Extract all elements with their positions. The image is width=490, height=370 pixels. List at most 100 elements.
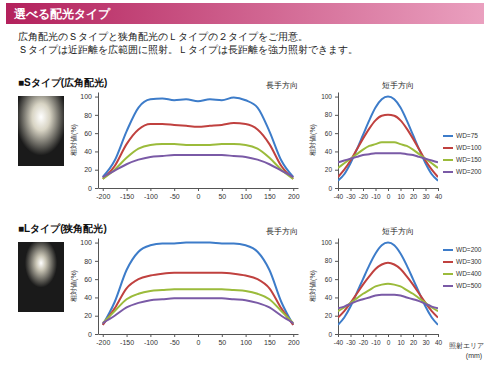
legend-label: WD=100 — [456, 144, 482, 151]
x-tick: 10 — [397, 334, 405, 346]
x-tick-label: 100 — [240, 193, 252, 200]
x-tick-label: -30 — [346, 193, 356, 200]
y-tick: 100 — [80, 239, 98, 246]
x-tick: 0 — [197, 334, 201, 346]
x-axis: -200-150-100-50050100150200 — [96, 188, 299, 200]
x-tick: 100 — [240, 188, 252, 200]
x-tick: 30 — [422, 188, 430, 200]
x-tick-mark — [438, 188, 439, 191]
x-tick-mark — [103, 188, 104, 191]
chart-title: 長手方向 — [266, 81, 298, 90]
x-tick-label: 50 — [218, 339, 226, 346]
x-tick: -200 — [96, 188, 110, 200]
y-tick: 40 — [325, 148, 338, 155]
x-tick: -20 — [359, 334, 369, 346]
x-tick-label: 0 — [197, 339, 201, 346]
legend-swatch — [443, 147, 453, 149]
x-tick-mark — [293, 334, 294, 337]
x-tick-label: 0 — [387, 193, 391, 200]
x-axis: -200-150-100-50050100150200 — [96, 334, 299, 346]
y-tick-label: 80 — [84, 112, 92, 119]
x-tick: 150 — [264, 334, 276, 346]
intro-line: 広角配光のＳタイプと狭角配光のＬタイプの２タイプをご用意。 — [18, 31, 308, 42]
product-photo — [18, 96, 64, 166]
legend: WD=200WD=300WD=400WD=500 — [443, 246, 482, 289]
y-tick-mark — [335, 243, 338, 244]
x-tick-label: -200 — [96, 193, 110, 200]
x-tick-mark — [376, 334, 377, 337]
x-tick-mark — [401, 188, 402, 191]
x-tick: -150 — [120, 188, 134, 200]
y-tick-mark — [335, 316, 338, 317]
x-tick-mark — [426, 188, 427, 191]
plot-area — [338, 243, 438, 325]
x-tick: 200 — [288, 188, 300, 200]
y-axis-line — [98, 239, 99, 335]
y-tick-label: 0 — [328, 185, 332, 192]
x-tick-label: 40 — [435, 193, 443, 200]
x-tick-mark — [269, 334, 270, 337]
y-tick-mark — [95, 334, 98, 335]
x-tick-label: -30 — [346, 339, 356, 346]
x-tick-label: 50 — [218, 193, 226, 200]
x-tick: 50 — [218, 188, 226, 200]
x-tick-mark — [426, 334, 427, 337]
x-tick-label: 200 — [288, 339, 300, 346]
y-tick: 0 — [328, 185, 338, 192]
chart: -40-30-20-10010203040020406080100相対値(%)短… — [309, 81, 482, 200]
x-tick-label: -50 — [170, 339, 180, 346]
legend-swatch — [443, 249, 453, 251]
y-tick-label: 20 — [84, 166, 92, 173]
series-line — [338, 153, 438, 162]
y-axis-title: 相対値(%) — [70, 270, 78, 302]
y-tick-mark — [95, 115, 98, 116]
x-tick: 0 — [387, 334, 391, 346]
y-tick-label: 60 — [325, 276, 333, 283]
y-tick-label: 100 — [80, 239, 92, 246]
x-tick-mark — [222, 334, 223, 337]
x-tick-label: -10 — [371, 193, 381, 200]
series-line — [103, 144, 293, 179]
x-tick-label: -20 — [359, 339, 369, 346]
y-tick: 20 — [325, 166, 338, 173]
y-tick: 60 — [325, 130, 338, 137]
y-axis-line — [338, 239, 339, 335]
x-tick-mark — [376, 188, 377, 191]
y-tick-label: 0 — [328, 331, 332, 338]
y-tick: 0 — [328, 331, 338, 338]
x-tick-mark — [103, 334, 104, 337]
y-tick-label: 40 — [84, 294, 92, 301]
legend-swatch — [443, 261, 453, 263]
header-title: 選べる配光タイプ — [13, 7, 111, 21]
legend-label: WD=400 — [456, 270, 482, 277]
x-tick-mark — [127, 334, 128, 337]
x-tick: 40 — [435, 188, 443, 200]
series-line — [338, 295, 438, 309]
y-axis: 020406080100 — [80, 93, 98, 192]
y-tick-label: 60 — [84, 276, 92, 283]
y-tick-mark — [335, 261, 338, 262]
x-tick-mark — [388, 334, 389, 337]
x-tick: 10 — [397, 188, 405, 200]
x-tick-mark — [388, 188, 389, 191]
x-tick-mark — [150, 188, 151, 191]
y-tick: 60 — [84, 276, 98, 283]
y-tick-mark — [335, 97, 338, 98]
y-tick-mark — [95, 261, 98, 262]
x-tick-mark — [246, 188, 247, 191]
y-tick-label: 20 — [325, 166, 333, 173]
y-tick-mark — [335, 297, 338, 298]
x-tick-mark — [222, 188, 223, 191]
series-line — [103, 273, 293, 325]
y-tick: 80 — [325, 257, 338, 264]
x-tick: -30 — [346, 334, 356, 346]
x-tick: -50 — [170, 334, 180, 346]
y-tick-mark — [335, 188, 338, 189]
x-tick-label: -100 — [144, 339, 158, 346]
x-tick: -20 — [359, 188, 369, 200]
series-line — [103, 123, 293, 179]
legend-swatch — [443, 285, 453, 287]
x-tick: -50 — [170, 188, 180, 200]
y-axis-title: 相対値(%) — [309, 270, 317, 302]
x-tick-label: -50 — [170, 193, 180, 200]
